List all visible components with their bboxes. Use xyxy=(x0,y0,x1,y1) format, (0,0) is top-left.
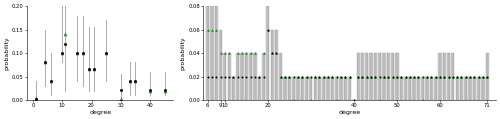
Bar xyxy=(270,30,274,100)
Bar xyxy=(223,53,226,100)
Bar xyxy=(266,6,270,100)
Bar xyxy=(365,53,368,100)
Bar xyxy=(262,53,265,100)
Bar xyxy=(477,77,480,100)
Bar xyxy=(331,77,334,100)
Bar xyxy=(335,77,338,100)
Bar xyxy=(318,77,321,100)
Bar xyxy=(447,53,450,100)
Bar xyxy=(214,6,218,100)
Bar xyxy=(434,77,437,100)
Bar xyxy=(482,77,484,100)
Bar xyxy=(468,77,471,100)
Bar xyxy=(404,77,407,100)
Bar xyxy=(245,53,248,100)
Bar xyxy=(305,77,308,100)
Bar xyxy=(279,53,282,100)
Bar xyxy=(426,77,428,100)
Bar xyxy=(206,6,210,100)
Bar xyxy=(236,53,240,100)
Bar xyxy=(386,53,390,100)
Bar xyxy=(232,77,235,100)
Bar xyxy=(322,77,326,100)
Bar xyxy=(326,77,330,100)
Bar xyxy=(219,30,222,100)
Bar xyxy=(356,53,360,100)
Bar xyxy=(408,77,412,100)
Bar xyxy=(391,53,394,100)
Bar xyxy=(361,53,364,100)
Bar xyxy=(382,53,386,100)
Bar xyxy=(288,77,291,100)
Bar xyxy=(340,77,342,100)
Bar xyxy=(300,77,304,100)
Bar xyxy=(464,77,468,100)
Bar xyxy=(412,77,416,100)
Bar xyxy=(284,77,286,100)
Bar xyxy=(370,53,372,100)
Bar xyxy=(472,77,476,100)
Bar xyxy=(348,77,351,100)
Bar xyxy=(249,53,252,100)
Bar xyxy=(486,53,489,100)
Y-axis label: probability: probability xyxy=(4,36,9,70)
Bar xyxy=(374,53,377,100)
Bar xyxy=(421,77,424,100)
Bar xyxy=(417,77,420,100)
Bar xyxy=(430,77,433,100)
Bar xyxy=(460,77,463,100)
Y-axis label: probability: probability xyxy=(180,36,186,70)
Bar xyxy=(378,53,382,100)
Bar xyxy=(451,53,454,100)
Bar xyxy=(254,53,256,100)
Bar xyxy=(400,77,403,100)
Bar xyxy=(396,53,398,100)
Bar xyxy=(275,30,278,100)
Bar xyxy=(344,77,347,100)
Bar xyxy=(258,77,261,100)
Bar xyxy=(314,77,317,100)
Bar xyxy=(310,77,312,100)
Bar xyxy=(442,53,446,100)
Bar xyxy=(292,77,296,100)
Bar xyxy=(438,53,442,100)
Bar xyxy=(210,6,214,100)
Bar xyxy=(240,53,244,100)
Bar xyxy=(228,53,231,100)
X-axis label: degree: degree xyxy=(89,110,112,115)
Bar xyxy=(456,77,458,100)
X-axis label: degree: degree xyxy=(338,110,360,115)
Bar xyxy=(296,77,300,100)
